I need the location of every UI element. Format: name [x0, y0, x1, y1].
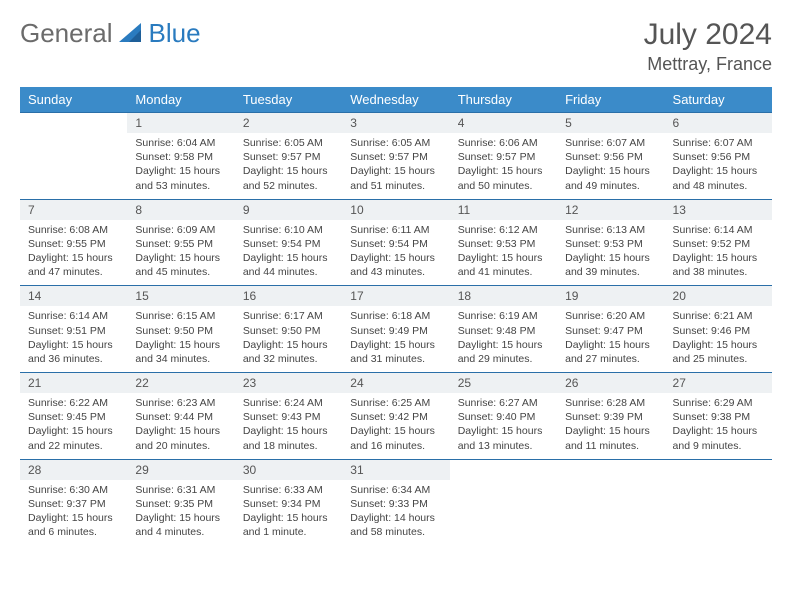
weekday-header: Monday [127, 87, 234, 113]
day-number-cell: 2 [235, 113, 342, 134]
calendar-table: Sunday Monday Tuesday Wednesday Thursday… [20, 87, 772, 545]
day-number-cell: 5 [557, 113, 664, 134]
day-content-cell: Sunrise: 6:25 AMSunset: 9:42 PMDaylight:… [342, 393, 449, 459]
day-number-cell: 19 [557, 286, 664, 307]
day-content-cell: Sunrise: 6:23 AMSunset: 9:44 PMDaylight:… [127, 393, 234, 459]
weekday-header: Tuesday [235, 87, 342, 113]
day-number-cell: 26 [557, 373, 664, 394]
day-number-cell [665, 459, 772, 480]
day-number-cell: 4 [450, 113, 557, 134]
day-content-cell: Sunrise: 6:09 AMSunset: 9:55 PMDaylight:… [127, 220, 234, 286]
day-content-cell: Sunrise: 6:30 AMSunset: 9:37 PMDaylight:… [20, 480, 127, 546]
day-number-cell: 22 [127, 373, 234, 394]
day-content-cell: Sunrise: 6:14 AMSunset: 9:52 PMDaylight:… [665, 220, 772, 286]
day-number-cell: 10 [342, 199, 449, 220]
day-content-cell [665, 480, 772, 546]
day-number-cell: 23 [235, 373, 342, 394]
day-number-cell [450, 459, 557, 480]
day-content-cell: Sunrise: 6:14 AMSunset: 9:51 PMDaylight:… [20, 306, 127, 372]
day-content-cell: Sunrise: 6:24 AMSunset: 9:43 PMDaylight:… [235, 393, 342, 459]
day-number-cell: 12 [557, 199, 664, 220]
day-number-cell: 24 [342, 373, 449, 394]
day-content-cell: Sunrise: 6:07 AMSunset: 9:56 PMDaylight:… [557, 133, 664, 199]
day-content-cell: Sunrise: 6:31 AMSunset: 9:35 PMDaylight:… [127, 480, 234, 546]
day-number-cell: 20 [665, 286, 772, 307]
daynum-row: 78910111213 [20, 199, 772, 220]
day-content-cell: Sunrise: 6:34 AMSunset: 9:33 PMDaylight:… [342, 480, 449, 546]
day-number-cell: 28 [20, 459, 127, 480]
day-content-cell: Sunrise: 6:18 AMSunset: 9:49 PMDaylight:… [342, 306, 449, 372]
day-number-cell: 3 [342, 113, 449, 134]
content-row: Sunrise: 6:22 AMSunset: 9:45 PMDaylight:… [20, 393, 772, 459]
month-title: July 2024 [644, 18, 772, 52]
day-number-cell: 15 [127, 286, 234, 307]
daynum-row: 123456 [20, 113, 772, 134]
day-number-cell: 13 [665, 199, 772, 220]
day-number-cell: 31 [342, 459, 449, 480]
logo-word-blue: Blue [149, 18, 201, 49]
day-content-cell: Sunrise: 6:15 AMSunset: 9:50 PMDaylight:… [127, 306, 234, 372]
weekday-header: Sunday [20, 87, 127, 113]
header: General Blue July 2024 Mettray, France [20, 18, 772, 75]
weekday-header-row: Sunday Monday Tuesday Wednesday Thursday… [20, 87, 772, 113]
content-row: Sunrise: 6:08 AMSunset: 9:55 PMDaylight:… [20, 220, 772, 286]
day-number-cell: 18 [450, 286, 557, 307]
day-content-cell: Sunrise: 6:33 AMSunset: 9:34 PMDaylight:… [235, 480, 342, 546]
day-number-cell: 1 [127, 113, 234, 134]
logo-word-general: General [20, 18, 113, 49]
day-number-cell: 30 [235, 459, 342, 480]
day-number-cell: 16 [235, 286, 342, 307]
weekday-header: Friday [557, 87, 664, 113]
day-content-cell: Sunrise: 6:12 AMSunset: 9:53 PMDaylight:… [450, 220, 557, 286]
day-content-cell: Sunrise: 6:28 AMSunset: 9:39 PMDaylight:… [557, 393, 664, 459]
day-content-cell: Sunrise: 6:29 AMSunset: 9:38 PMDaylight:… [665, 393, 772, 459]
content-row: Sunrise: 6:30 AMSunset: 9:37 PMDaylight:… [20, 480, 772, 546]
day-number-cell: 6 [665, 113, 772, 134]
day-content-cell: Sunrise: 6:21 AMSunset: 9:46 PMDaylight:… [665, 306, 772, 372]
day-number-cell: 17 [342, 286, 449, 307]
day-content-cell: Sunrise: 6:20 AMSunset: 9:47 PMDaylight:… [557, 306, 664, 372]
day-content-cell: Sunrise: 6:19 AMSunset: 9:48 PMDaylight:… [450, 306, 557, 372]
day-number-cell: 9 [235, 199, 342, 220]
day-content-cell: Sunrise: 6:13 AMSunset: 9:53 PMDaylight:… [557, 220, 664, 286]
day-content-cell: Sunrise: 6:05 AMSunset: 9:57 PMDaylight:… [235, 133, 342, 199]
day-content-cell: Sunrise: 6:22 AMSunset: 9:45 PMDaylight:… [20, 393, 127, 459]
day-number-cell: 11 [450, 199, 557, 220]
logo-triangle-icon [119, 20, 147, 47]
weekday-header: Wednesday [342, 87, 449, 113]
weekday-header: Thursday [450, 87, 557, 113]
day-content-cell [450, 480, 557, 546]
day-number-cell: 7 [20, 199, 127, 220]
day-content-cell: Sunrise: 6:27 AMSunset: 9:40 PMDaylight:… [450, 393, 557, 459]
day-content-cell: Sunrise: 6:04 AMSunset: 9:58 PMDaylight:… [127, 133, 234, 199]
daynum-row: 28293031 [20, 459, 772, 480]
location: Mettray, France [644, 54, 772, 75]
logo: General Blue [20, 18, 201, 49]
day-content-cell: Sunrise: 6:05 AMSunset: 9:57 PMDaylight:… [342, 133, 449, 199]
daynum-row: 21222324252627 [20, 373, 772, 394]
day-number-cell: 27 [665, 373, 772, 394]
content-row: Sunrise: 6:04 AMSunset: 9:58 PMDaylight:… [20, 133, 772, 199]
calendar-body: 123456Sunrise: 6:04 AMSunset: 9:58 PMDay… [20, 113, 772, 546]
day-number-cell: 21 [20, 373, 127, 394]
day-content-cell: Sunrise: 6:17 AMSunset: 9:50 PMDaylight:… [235, 306, 342, 372]
day-content-cell: Sunrise: 6:07 AMSunset: 9:56 PMDaylight:… [665, 133, 772, 199]
day-number-cell: 29 [127, 459, 234, 480]
content-row: Sunrise: 6:14 AMSunset: 9:51 PMDaylight:… [20, 306, 772, 372]
day-content-cell: Sunrise: 6:10 AMSunset: 9:54 PMDaylight:… [235, 220, 342, 286]
day-content-cell: Sunrise: 6:08 AMSunset: 9:55 PMDaylight:… [20, 220, 127, 286]
day-number-cell: 14 [20, 286, 127, 307]
day-number-cell: 25 [450, 373, 557, 394]
day-content-cell [20, 133, 127, 199]
day-content-cell [557, 480, 664, 546]
day-content-cell: Sunrise: 6:06 AMSunset: 9:57 PMDaylight:… [450, 133, 557, 199]
day-number-cell [557, 459, 664, 480]
day-number-cell [20, 113, 127, 134]
header-right: July 2024 Mettray, France [644, 18, 772, 75]
weekday-header: Saturday [665, 87, 772, 113]
day-content-cell: Sunrise: 6:11 AMSunset: 9:54 PMDaylight:… [342, 220, 449, 286]
day-number-cell: 8 [127, 199, 234, 220]
daynum-row: 14151617181920 [20, 286, 772, 307]
